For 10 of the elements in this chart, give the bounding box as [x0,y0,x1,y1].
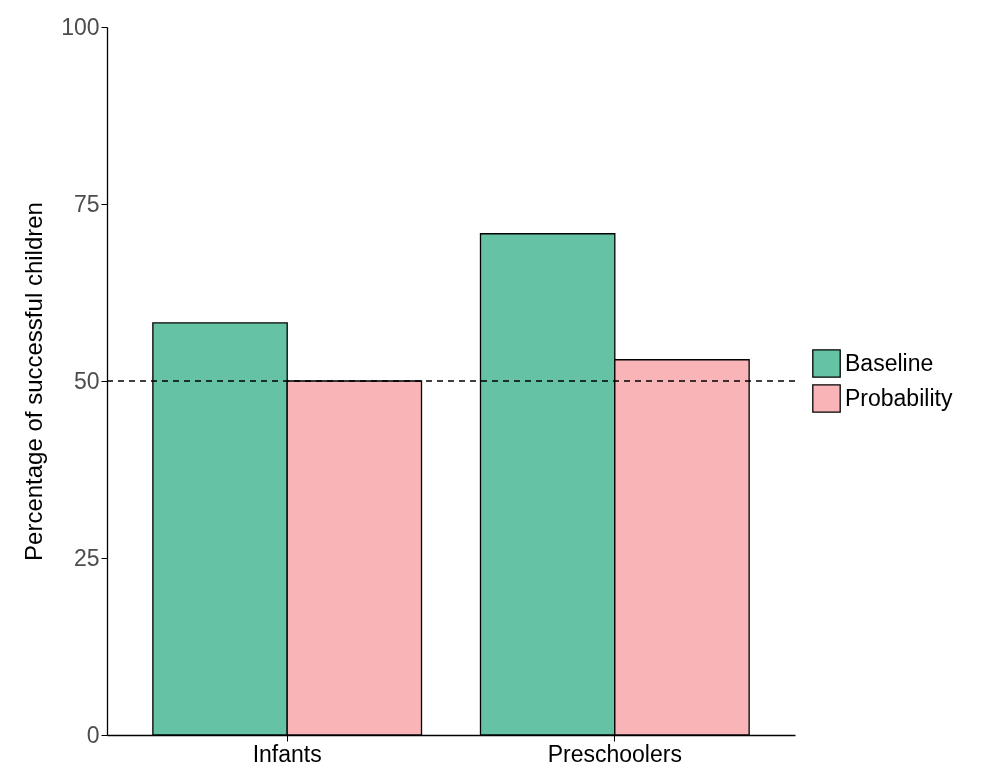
legend-label: Probability [845,384,953,411]
legend-label: Baseline [845,349,934,376]
x-tick-label: Preschoolers [547,740,682,767]
y-tick-label: 25 [73,544,100,571]
y-tick-label: 75 [73,190,100,217]
x-tick-label: Infants [252,740,322,767]
y-tick-label: 100 [61,13,100,40]
y-tick-label: 50 [73,367,100,394]
y-tick-label: 0 [86,721,100,748]
y-axis-title: Percentage of successful children [20,202,48,561]
